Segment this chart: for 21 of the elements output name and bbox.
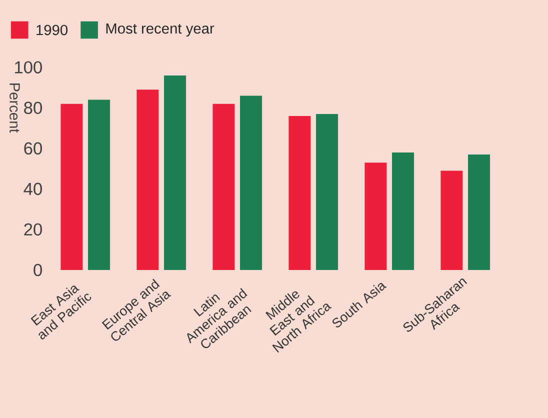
legend-label: 1990 (36, 24, 68, 36)
bar (212, 104, 235, 270)
bar (392, 152, 414, 270)
bar (164, 75, 186, 270)
legend-label: Most recent year (106, 23, 214, 37)
bar (88, 100, 110, 270)
bar (60, 104, 83, 270)
y-tick-label: 0 (34, 264, 42, 276)
y-tick-label: 20 (24, 223, 42, 236)
y-tick-label: 80 (24, 102, 42, 114)
y-tick-label: 40 (24, 182, 42, 196)
y-tick-label: 60 (24, 142, 42, 155)
bar (240, 96, 262, 270)
bar (316, 114, 338, 270)
bar (364, 162, 387, 270)
bar (288, 116, 311, 270)
bar (136, 90, 159, 270)
y-axis-title: Percent (10, 83, 20, 133)
bar (468, 154, 490, 270)
y-tick-label: 100 (15, 61, 42, 74)
bar (440, 170, 463, 270)
